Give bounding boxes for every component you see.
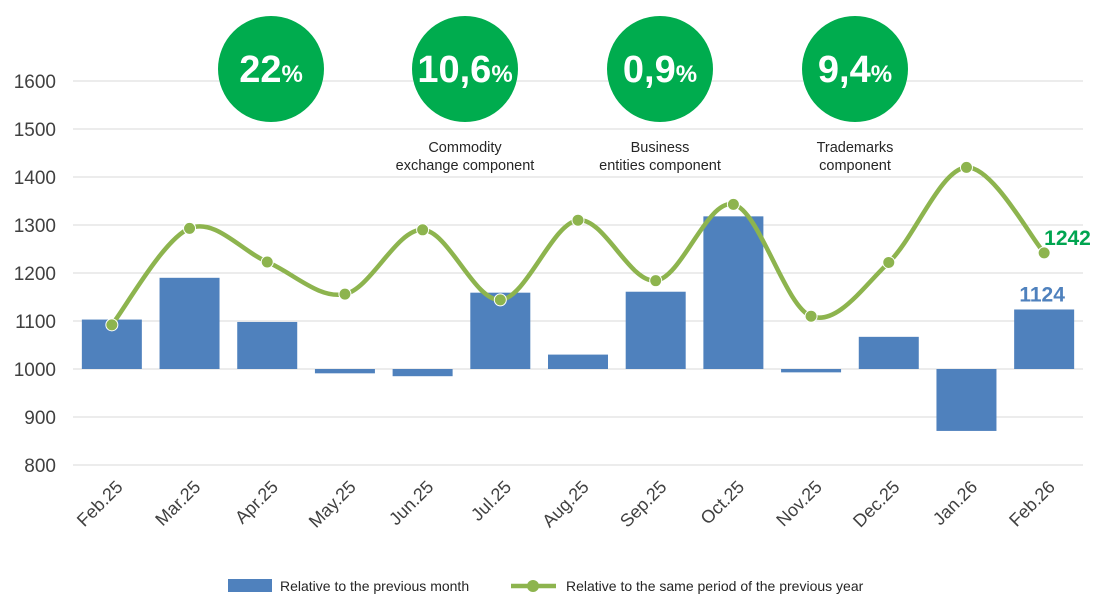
x-tick-label: Feb.25 <box>73 477 127 531</box>
bar <box>781 369 842 373</box>
bar <box>625 291 686 369</box>
highlight-circle <box>607 16 713 122</box>
x-tick-label: Feb.26 <box>1005 477 1059 531</box>
highlight-label: entities component <box>599 158 721 174</box>
highlight-value: 0,9% <box>623 49 697 91</box>
highlight-label: Commodity <box>428 140 502 156</box>
line-point <box>1037 246 1051 260</box>
y-tick-label: 900 <box>24 408 56 429</box>
x-tick-label: Jul.25 <box>467 477 515 525</box>
legend-line-marker <box>527 580 539 592</box>
line-point <box>726 197 740 211</box>
legend: Relative to the previous month Relative … <box>228 578 864 594</box>
series-line <box>109 165 1047 328</box>
line-point <box>260 255 274 269</box>
x-tick-label: Apr.25 <box>231 477 282 528</box>
highlight-0: 22% <box>218 16 324 122</box>
x-tick-label: Jan.26 <box>929 477 981 529</box>
y-tick-label: 1200 <box>14 264 56 285</box>
x-tick-label: Aug.25 <box>538 477 592 531</box>
x-tick-label: May.25 <box>305 477 360 532</box>
bar-series <box>81 216 1075 431</box>
highlight-value: 9,4% <box>818 49 892 91</box>
y-tick-label: 1300 <box>14 216 56 237</box>
line-series <box>105 160 1051 332</box>
legend-line-label: Relative to the same period of the previ… <box>566 578 864 594</box>
line-point <box>882 255 896 269</box>
bar <box>1014 309 1075 369</box>
highlight-label: exchange component <box>396 158 535 174</box>
x-tick-label: Sep.25 <box>616 477 670 531</box>
y-axis-ticks: 800 900 1000 1100 1200 1300 1400 1500 1600 <box>14 72 56 477</box>
highlight-label: Business <box>631 140 690 156</box>
x-tick-label: Oct.25 <box>697 477 749 529</box>
gridlines <box>73 80 1083 466</box>
y-tick-label: 800 <box>24 456 56 477</box>
line-point <box>105 318 119 332</box>
line-point <box>804 309 818 323</box>
highlight-value: 22% <box>239 49 303 91</box>
y-tick-label: 1500 <box>14 120 56 141</box>
highlight-2: 0,9% Business entities component <box>599 16 721 174</box>
line-point <box>183 221 197 235</box>
bar <box>703 216 764 369</box>
line-point <box>959 160 973 174</box>
highlight-label: Trademarks <box>817 140 894 156</box>
highlight-1: 10,6% Commodity exchange component <box>396 16 535 174</box>
line-point <box>649 274 663 288</box>
bar <box>314 369 375 374</box>
x-tick-label: Nov.25 <box>772 477 826 531</box>
line-point <box>493 293 507 307</box>
highlight-value: 10,6% <box>417 49 512 91</box>
bar <box>392 369 453 377</box>
bar <box>159 277 220 369</box>
bar <box>548 354 608 369</box>
line-point <box>338 287 352 301</box>
x-tick-label: Dec.25 <box>849 477 903 531</box>
y-tick-label: 1100 <box>15 312 56 333</box>
highlight-circle <box>412 16 518 122</box>
bar-end-label: 1124 <box>1019 283 1065 306</box>
legend-bar-label: Relative to the previous month <box>280 578 469 594</box>
bar <box>237 321 298 369</box>
y-tick-label: 1000 <box>14 360 56 381</box>
x-tick-label: Mar.25 <box>151 477 204 530</box>
highlight-circles: 22% 10,6% Commodity exchange component 0,9% B… <box>218 16 908 174</box>
highlight-circle <box>802 16 908 122</box>
x-axis-ticks: Feb.25 Mar.25 Apr.25 May.25 Jun.25 Jul.25 Aug.… <box>73 477 1059 532</box>
bar <box>858 336 919 369</box>
line-end-label: 1242 <box>1044 227 1091 250</box>
legend-bar-swatch <box>228 579 272 592</box>
line-point <box>571 213 585 227</box>
x-tick-label: Jun.25 <box>385 477 437 529</box>
highlight-circle <box>218 16 324 122</box>
y-tick-label: 1400 <box>14 168 56 189</box>
highlight-label: component <box>819 158 891 174</box>
y-tick-label: 1600 <box>14 72 56 93</box>
highlight-3: 9,4% Trademarks component <box>802 16 908 174</box>
line-point <box>416 223 430 237</box>
bar <box>936 369 997 431</box>
